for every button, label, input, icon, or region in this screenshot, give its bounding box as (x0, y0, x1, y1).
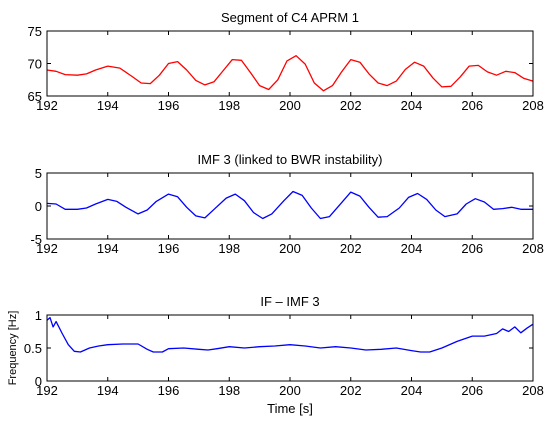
chart-1-title: Segment of C4 APRM 1 (221, 10, 359, 25)
chart-1-y-tick-label: 75 (28, 24, 42, 39)
chart-2-x-tick-label: 206 (461, 241, 483, 256)
chart-2-title: IMF 3 (linked to BWR instability) (198, 152, 383, 167)
chart-2-x-tick-label: 204 (401, 241, 423, 256)
chart-3-x-tick-label: 202 (340, 383, 362, 398)
chart-2-x-tick-label: 200 (279, 241, 301, 256)
chart-3-y-axis-label: Frequency [Hz] (7, 311, 19, 386)
chart-3-y-tick-label: 1 (35, 308, 42, 323)
chart-3-x-tick-label: 204 (401, 383, 423, 398)
chart-1-plot-frame (46, 30, 534, 97)
chart-1-x-tick-label: 196 (158, 98, 180, 113)
chart-1-x-tick-label: 192 (36, 98, 58, 113)
chart-3-x-tick-label: 208 (522, 383, 544, 398)
chart-2-plot-frame (46, 172, 534, 240)
chart-1-x-tick-label: 206 (461, 98, 483, 113)
chart-2-x-tick-label: 208 (522, 241, 544, 256)
chart-1-x-tick-label: 204 (401, 98, 423, 113)
chart-3-y-tick-label: 0.5 (24, 341, 42, 356)
chart-3-title: IF – IMF 3 (260, 294, 319, 309)
chart-3-x-tick-label: 200 (279, 383, 301, 398)
chart-2-x-tick-label: 198 (218, 241, 240, 256)
chart-3-x-tick-label: 206 (461, 383, 483, 398)
chart-1-y-tick-label: 70 (28, 57, 42, 72)
chart-2-y-tick-label: 0 (35, 199, 42, 214)
chart-3-x-tick-label: 196 (158, 383, 180, 398)
chart-2-x-tick-label: 192 (36, 241, 58, 256)
chart-3-x-axis-label: Time [s] (267, 401, 313, 416)
chart-2-series-line-1 (46, 190, 533, 220)
chart-3-x-tick-label: 198 (218, 383, 240, 398)
chart-3-y-tick-label: 0 (35, 374, 42, 389)
chart-2-y-tick-label: -5 (30, 232, 42, 247)
chart-3-plot-frame (46, 314, 534, 382)
chart-1-y-tick-label: 65 (28, 89, 42, 104)
chart-3-series-line-1 (46, 316, 534, 353)
chart-1-series-line-1 (46, 55, 534, 92)
chart-1-x-tick-label: 198 (218, 98, 240, 113)
chart-1-x-tick-label: 194 (97, 98, 119, 113)
chart-2-y-tick-label: 5 (35, 166, 42, 181)
chart-1-x-tick-label: 202 (340, 98, 362, 113)
chart-1-x-tick-label: 200 (279, 98, 301, 113)
chart-2-x-tick-label: 202 (340, 241, 362, 256)
chart-2-x-tick-label: 194 (97, 241, 119, 256)
chart-3-x-tick-label: 192 (36, 383, 58, 398)
chart-3-x-tick-label: 194 (97, 383, 119, 398)
chart-1-x-tick-label: 208 (522, 98, 544, 113)
chart-2-x-tick-label: 196 (158, 241, 180, 256)
